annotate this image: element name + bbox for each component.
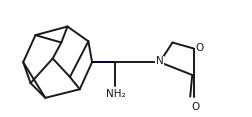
Text: NH₂: NH₂ [105,89,125,99]
Text: O: O [190,102,199,112]
Text: N: N [155,56,163,66]
Text: O: O [195,43,203,53]
